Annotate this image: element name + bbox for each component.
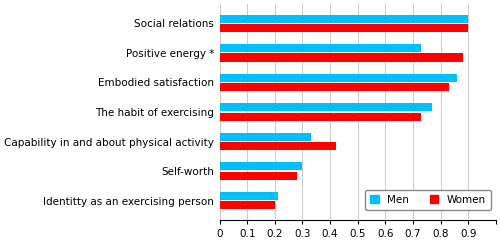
Bar [220,15,468,23]
Legend: Men, Women: Men, Women [365,190,490,210]
Bar [220,83,449,91]
Bar [220,103,432,111]
Bar [220,24,468,32]
Bar [220,201,275,209]
Bar [220,192,278,200]
Bar [220,113,421,121]
Bar [220,142,336,150]
Bar [220,74,457,82]
Bar [220,172,297,180]
Bar [220,53,462,62]
Bar [220,44,421,52]
Bar [220,162,302,171]
Bar [220,133,311,141]
